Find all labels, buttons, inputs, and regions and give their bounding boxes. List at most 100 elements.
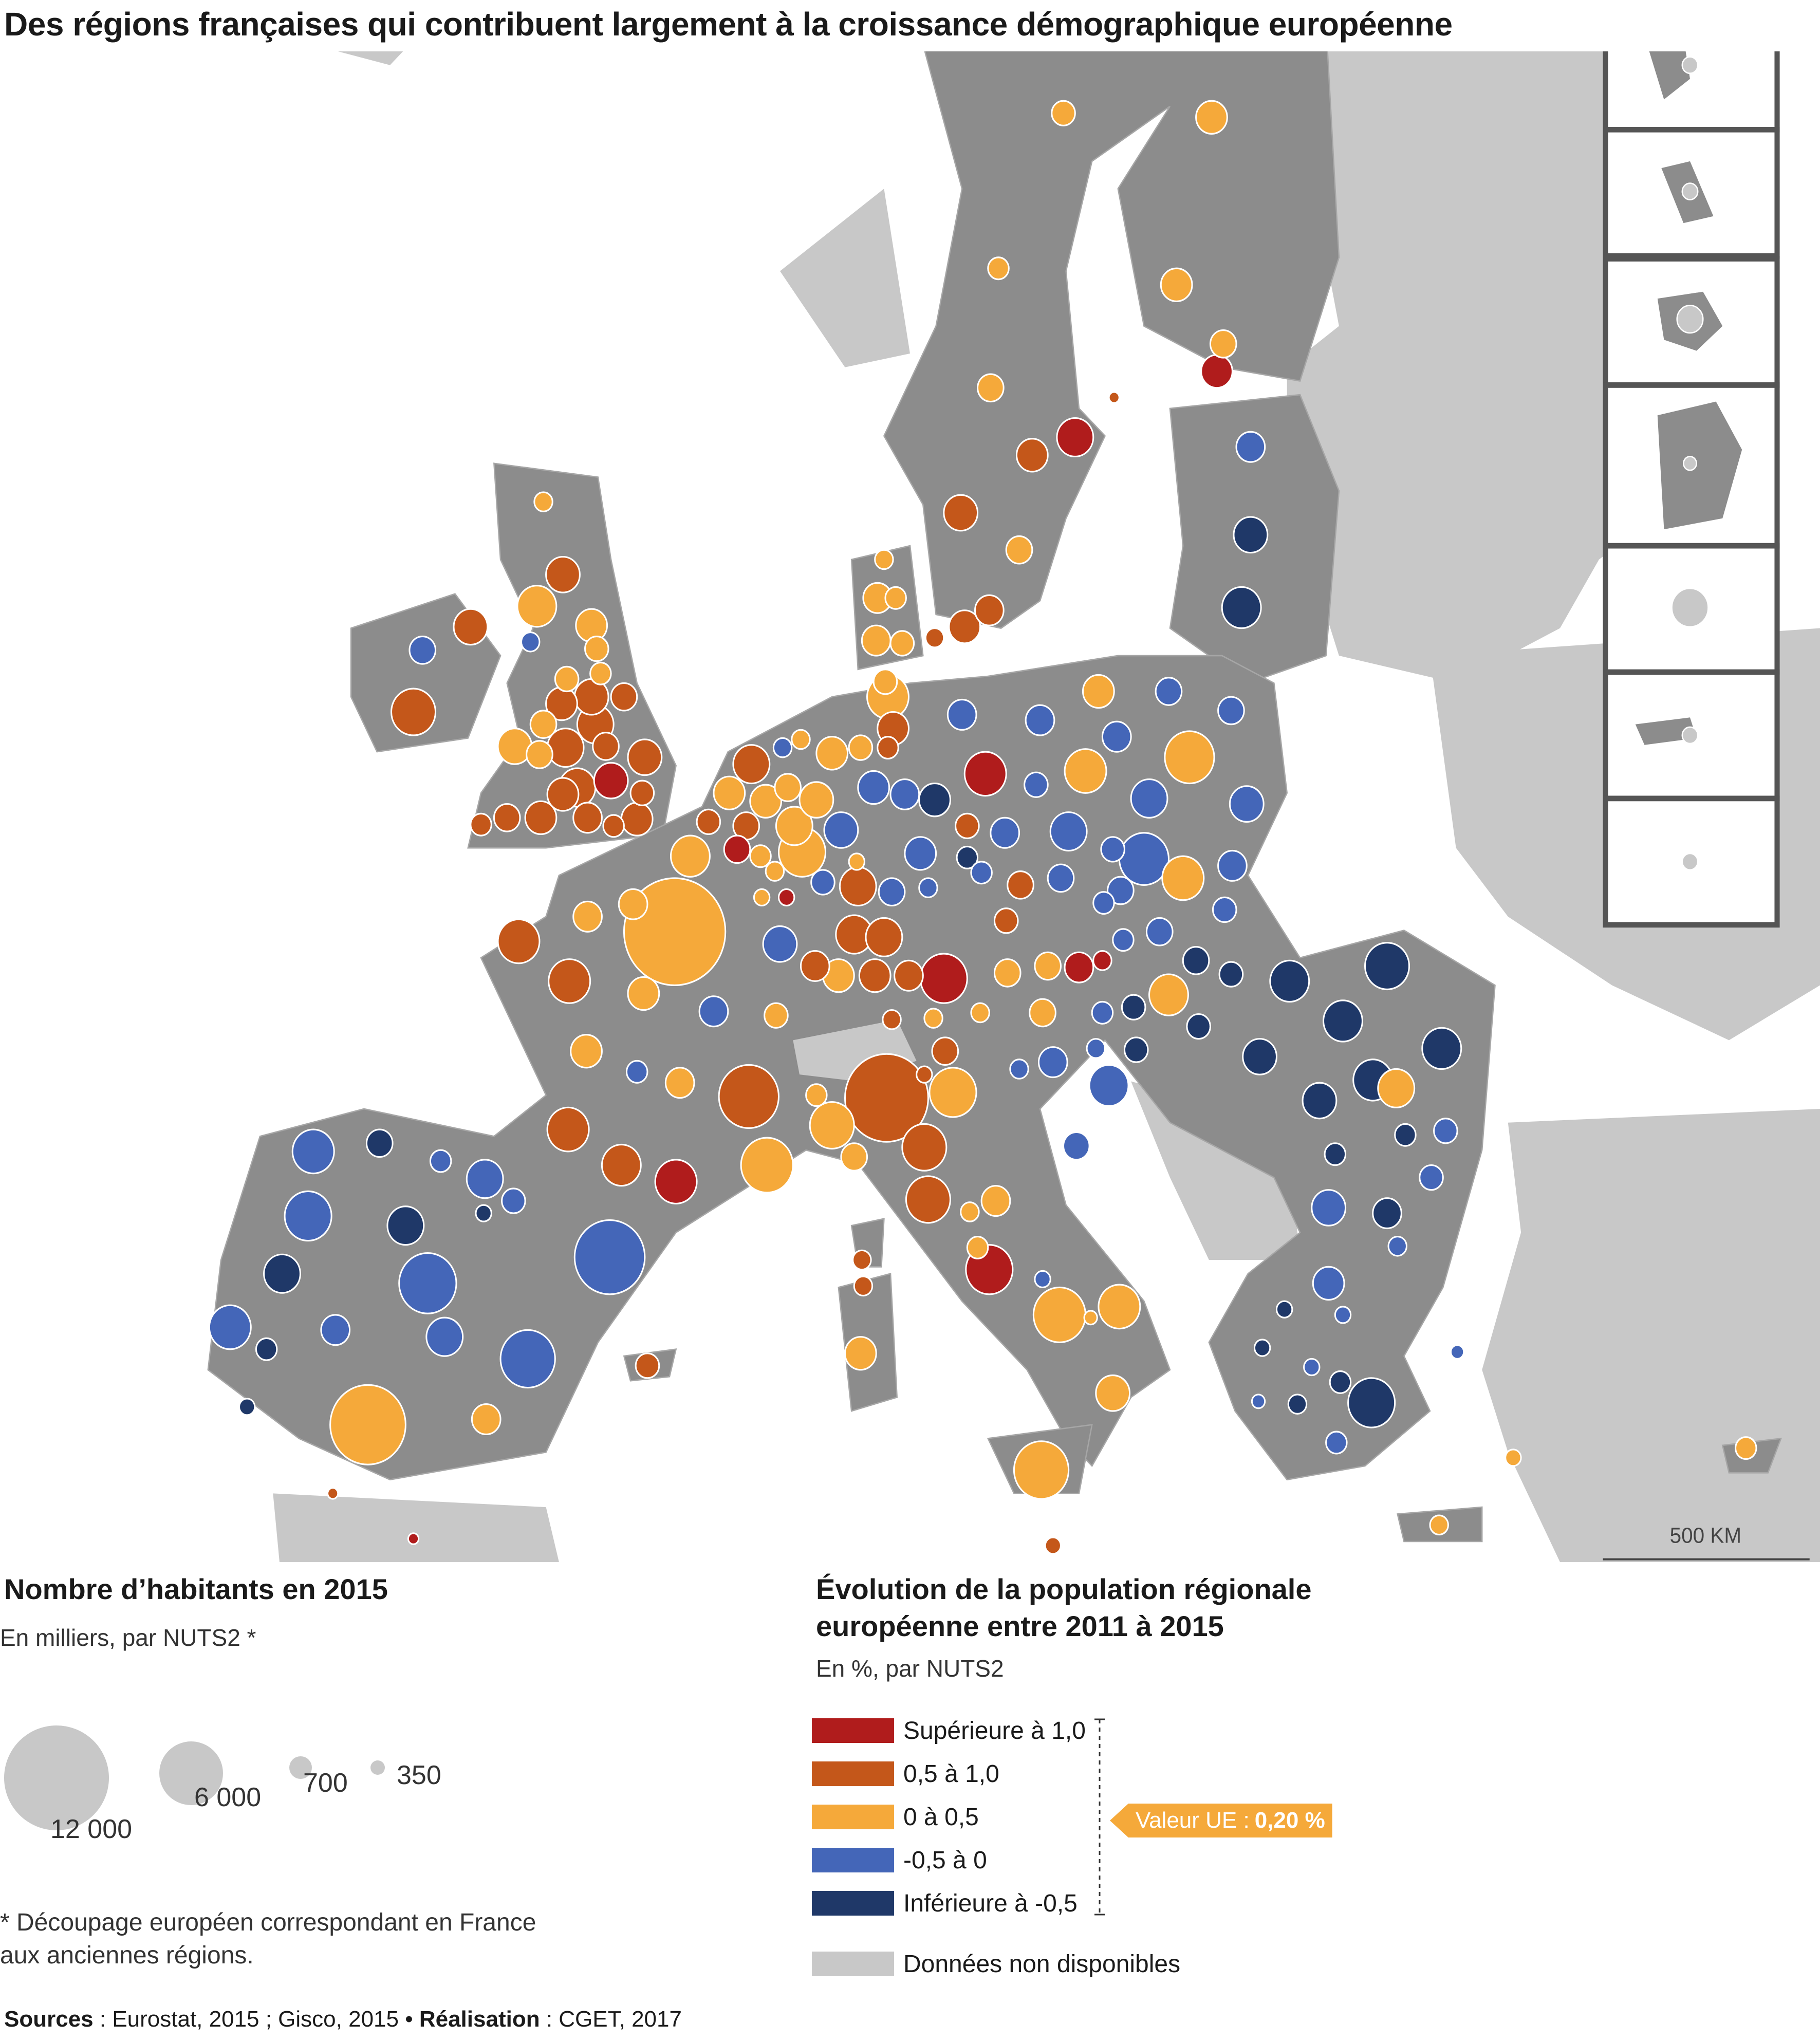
- swatch-na: [812, 1952, 894, 1976]
- region-bubble: [884, 586, 907, 610]
- region-bubble: [918, 877, 938, 899]
- region-bubble: [554, 665, 580, 693]
- region-bubble: [533, 491, 553, 512]
- realisation-label: Réalisation: [419, 2007, 540, 2032]
- region-bubble: [1186, 1013, 1211, 1040]
- region-bubble: [1091, 1000, 1114, 1025]
- region-bubble: [861, 624, 892, 657]
- region-bubble: [1130, 778, 1168, 819]
- legend-class-cm05-0: -0,5 à 0: [812, 1846, 987, 1874]
- region-bubble: [740, 1137, 794, 1194]
- region-bubble: [810, 869, 835, 896]
- region-bubble: [620, 802, 654, 837]
- inset-martinique: [1603, 127, 1780, 259]
- region-bubble: [1182, 946, 1210, 975]
- region-bubble: [1064, 748, 1107, 794]
- region-bubble: [1034, 1270, 1051, 1289]
- region-bubble: [584, 635, 609, 662]
- region-bubble: [840, 1142, 868, 1172]
- map[interactable]: 500 KM: [0, 51, 1820, 1562]
- region-bubble: [775, 806, 813, 846]
- region-bubble: [1121, 994, 1146, 1020]
- region-bubble: [425, 1316, 464, 1357]
- region-bubble: [327, 1487, 339, 1500]
- region-bubble: [284, 1190, 332, 1242]
- region-bubble: [923, 1008, 943, 1029]
- region-bubble: [970, 861, 993, 885]
- region-bubble: [664, 1067, 695, 1099]
- size-label-700: 700: [303, 1768, 348, 1798]
- region-bubble: [1107, 876, 1135, 905]
- region-bubble: [889, 630, 915, 657]
- region-bubble: [524, 800, 558, 836]
- region-bubble: [1218, 961, 1244, 988]
- region-bubble: [1221, 586, 1262, 629]
- region-bubble: [960, 1201, 980, 1222]
- region-bubble: [497, 918, 541, 964]
- region-bubble: [1209, 329, 1237, 359]
- europe-map-svg[interactable]: 500 KM: [0, 51, 1820, 1562]
- region-bubble: [723, 834, 751, 864]
- region-bubble: [635, 1352, 660, 1379]
- region-bubble: [1095, 1374, 1131, 1412]
- size-legend: Nombre d’habitants en 2015 En milliers, …: [0, 1572, 617, 2035]
- region-bubble: [749, 784, 783, 819]
- region-bubble: [629, 779, 655, 806]
- region-bubble: [1024, 771, 1049, 798]
- region-bubble: [698, 995, 729, 1028]
- region-bubble: [848, 734, 874, 761]
- region-bubble: [904, 836, 937, 871]
- region-bubble: [1735, 1436, 1757, 1460]
- size-label-6000: 6 000: [194, 1783, 262, 1812]
- region-bubble: [291, 1128, 335, 1175]
- region-bubble: [1200, 354, 1233, 389]
- region-bubble: [627, 738, 663, 776]
- label-cm05-0: -0,5 à 0: [903, 1846, 987, 1874]
- region-bubble: [970, 1002, 990, 1024]
- region-bubble: [1029, 998, 1056, 1028]
- region-bubble: [918, 782, 951, 818]
- region-bubble: [501, 1187, 526, 1214]
- region-bubble: [1086, 1038, 1106, 1059]
- region-bubble: [1160, 267, 1193, 303]
- region-bubble: [398, 1252, 457, 1314]
- region-bubble: [928, 1067, 977, 1118]
- size-legend-subtitle: En milliers, par NUTS2 *: [0, 1624, 256, 1651]
- swatch-sup1: [812, 1718, 894, 1743]
- region-bubble: [320, 1314, 351, 1346]
- label-sup1: Supérieure à 1,0: [903, 1717, 1086, 1744]
- region-bubble: [1334, 1306, 1352, 1324]
- region-bubble: [955, 812, 980, 840]
- region-bubble: [592, 732, 620, 761]
- region-bubble: [1100, 836, 1125, 863]
- swatch-cm05-0: [812, 1848, 894, 1872]
- region-bubble: [1242, 1038, 1277, 1075]
- region-bubble: [1161, 855, 1205, 901]
- region-bubble: [1123, 1036, 1149, 1063]
- region-bubble: [1049, 811, 1088, 852]
- eu-value: 0,20 %: [1254, 1808, 1325, 1833]
- region-bubble: [791, 729, 811, 750]
- region-bubble: [865, 917, 903, 957]
- region-bubble: [878, 877, 906, 907]
- region-bubble: [974, 594, 1005, 626]
- region-bubble: [1013, 1440, 1070, 1500]
- region-bubble: [877, 736, 899, 760]
- region-bubble: [1421, 1027, 1462, 1070]
- region-bubble: [1364, 941, 1410, 991]
- region-bubble: [475, 1204, 492, 1222]
- region-bubble: [772, 737, 793, 758]
- region-bubble: [1092, 950, 1112, 971]
- size-circle-12000: [4, 1725, 109, 1830]
- region-bubble: [993, 958, 1022, 988]
- region-bubble: [1275, 1300, 1293, 1319]
- region-bubble: [852, 1249, 872, 1271]
- region-bubble: [329, 1384, 406, 1465]
- region-bubble: [858, 958, 892, 993]
- region-bubble: [805, 1083, 828, 1107]
- region-bubble: [1302, 1082, 1338, 1120]
- sources-label: Sources: [4, 2007, 94, 2032]
- region-bubble: [545, 555, 581, 593]
- region-bubble: [931, 1036, 959, 1066]
- eu-value-badge: Valeur UE : 0,20 %: [1110, 1804, 1332, 1837]
